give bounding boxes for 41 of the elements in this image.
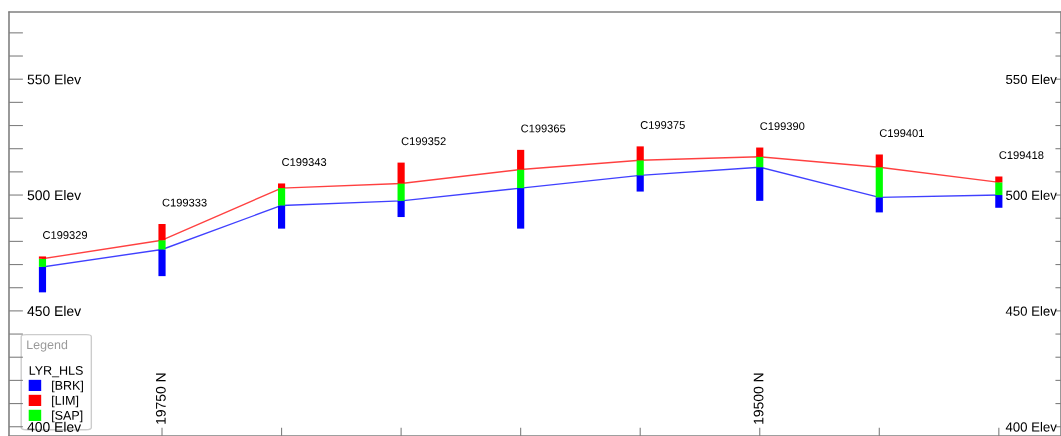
bar <box>277 205 286 229</box>
annotation: C199343 <box>282 158 327 166</box>
legend-label: [SAP] <box>52 410 83 423</box>
bar <box>517 169 525 189</box>
y2-tick-label: 550 Elev <box>1006 74 1057 85</box>
y2-tick-label: 400 Elev <box>1005 421 1057 432</box>
x-tick-label: 19500 N <box>753 373 764 424</box>
bar <box>158 240 166 250</box>
annotation: C199418 <box>999 151 1044 160</box>
bar <box>875 167 883 198</box>
bar <box>995 182 1003 196</box>
annotation: C199375 <box>640 121 685 129</box>
legend-title: LYR_HLS <box>29 366 83 378</box>
bar <box>636 160 644 176</box>
bar <box>636 175 644 192</box>
bar <box>756 156 764 168</box>
annotation: Legend <box>27 339 68 352</box>
bar <box>397 183 405 201</box>
annotation: C199401 <box>879 129 924 138</box>
bar <box>277 183 286 189</box>
legend-label: [BRK] <box>52 380 83 393</box>
annotation: C199333 <box>162 198 207 207</box>
legend-label: [LIM] <box>52 395 79 408</box>
bar <box>397 200 405 218</box>
annotation: C199365 <box>521 124 566 133</box>
bar <box>38 266 47 293</box>
bar <box>158 224 166 241</box>
y-tick-label: 500 Elev <box>27 190 82 201</box>
y2-tick-label: 450 Elev <box>1005 306 1057 316</box>
bar <box>38 258 47 267</box>
y-tick-label: 450 Elev <box>27 305 82 317</box>
bar <box>397 162 405 184</box>
annotation: C199352 <box>401 137 446 146</box>
bar <box>875 197 883 213</box>
x-tick-label: 19750 N <box>155 373 166 424</box>
y-tick-label: 550 Elev <box>27 74 82 85</box>
annotation: C199329 <box>43 231 88 239</box>
annotation: C199390 <box>760 122 805 131</box>
bar <box>517 188 525 229</box>
y2-tick-label: 500 Elev <box>1006 190 1057 200</box>
bar <box>277 188 286 206</box>
